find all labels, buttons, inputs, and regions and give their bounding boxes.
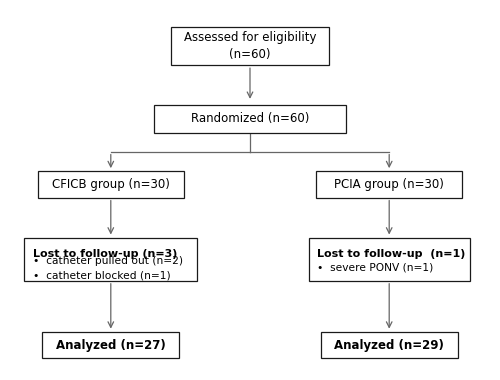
FancyBboxPatch shape: [154, 105, 346, 133]
Text: •  catheter pulled out (n=2)
•  catheter blocked (n=1): • catheter pulled out (n=2) • catheter b…: [33, 256, 183, 280]
Text: •  severe PONV (n=1): • severe PONV (n=1): [318, 263, 434, 273]
FancyBboxPatch shape: [42, 332, 179, 358]
Text: Randomized (n=60): Randomized (n=60): [191, 112, 309, 125]
FancyBboxPatch shape: [321, 332, 458, 358]
Text: Analyzed (n=27): Analyzed (n=27): [56, 339, 166, 352]
Text: Assessed for eligibility
(n=60): Assessed for eligibility (n=60): [184, 31, 316, 61]
FancyBboxPatch shape: [309, 238, 470, 281]
FancyBboxPatch shape: [171, 27, 329, 65]
Text: CFICB group (n=30): CFICB group (n=30): [52, 178, 170, 191]
Text: Lost to follow-up  (n=1): Lost to follow-up (n=1): [318, 249, 466, 259]
FancyBboxPatch shape: [24, 238, 197, 281]
Text: PCIA group (n=30): PCIA group (n=30): [334, 178, 444, 191]
FancyBboxPatch shape: [38, 171, 184, 198]
Text: Lost to follow-up (n=3): Lost to follow-up (n=3): [33, 249, 178, 259]
FancyBboxPatch shape: [316, 171, 462, 198]
Text: Analyzed (n=29): Analyzed (n=29): [334, 339, 444, 352]
